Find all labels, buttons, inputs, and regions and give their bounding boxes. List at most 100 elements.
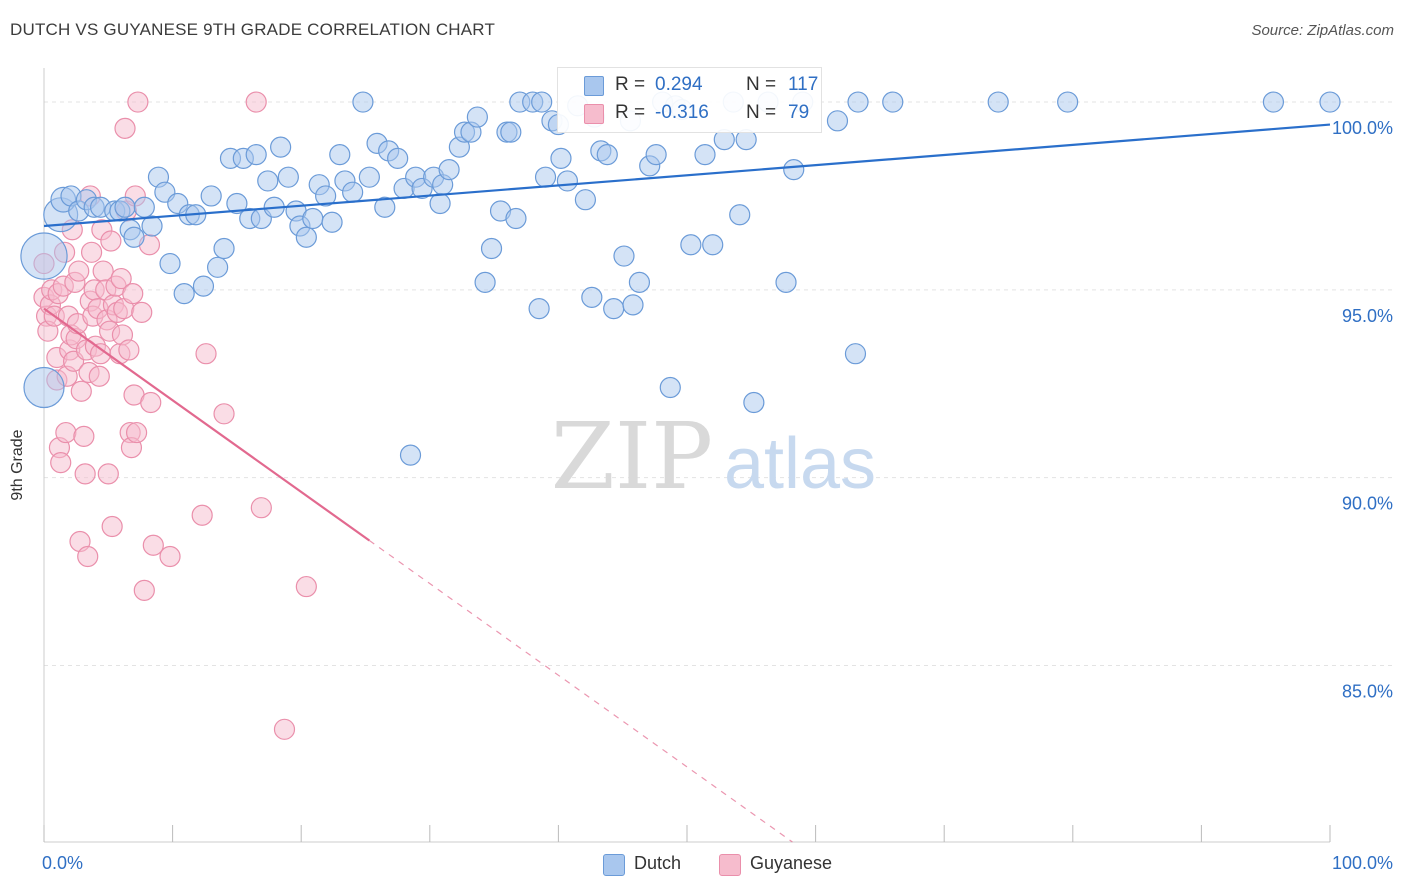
dutch-legend-label: Dutch — [634, 853, 682, 873]
dutch-point — [528, 298, 550, 320]
dutch-point — [775, 271, 797, 293]
dutch-point — [429, 192, 451, 215]
guyanese-point — [191, 504, 213, 526]
dutch-point — [474, 271, 496, 293]
dutch-point — [374, 196, 396, 218]
dutch-point — [20, 232, 68, 280]
dutch-point — [556, 170, 579, 192]
guyanese-n-value: 79 — [788, 102, 810, 123]
dutch-n-value: 117 — [788, 74, 819, 95]
guyanese-point — [125, 421, 148, 444]
guyanese-point — [100, 230, 122, 252]
dutch-point — [277, 166, 299, 188]
guyanese-legend-swatch — [719, 854, 741, 876]
guyanese-point — [127, 91, 149, 113]
source-label: Source: ZipAtlas.com — [1251, 22, 1394, 39]
guyanese-point — [245, 91, 267, 113]
guyanese-point — [80, 241, 103, 263]
guyanese-point — [77, 545, 99, 568]
dutch-point — [613, 245, 635, 267]
dutch-point — [302, 207, 324, 230]
watermark-atlas: atlas — [724, 424, 876, 504]
guyanese-point — [74, 463, 96, 485]
watermark: ZIP atlas — [551, 403, 876, 510]
guyanese-point — [295, 575, 317, 598]
y-tick-label: 95.0% — [1342, 306, 1393, 326]
y-tick-label: 90.0% — [1342, 494, 1393, 514]
guyanese-point — [140, 391, 162, 414]
dutch-point — [826, 110, 849, 132]
guyanese-point — [213, 403, 235, 425]
dutch-point — [783, 159, 805, 181]
dutch-legend-swatch — [603, 854, 625, 876]
dutch-point — [321, 211, 343, 233]
dutch-point — [531, 91, 553, 113]
dutch-point — [1057, 91, 1079, 113]
guyanese-point — [250, 497, 272, 519]
dutch-point — [114, 196, 136, 218]
guyanese-point — [97, 463, 119, 485]
dutch-point — [622, 294, 644, 316]
tick-labels: 85.0% 90.0% 95.0% 100.0% 0.0% 100.0% — [42, 118, 1393, 873]
guyanese-point — [159, 545, 181, 568]
dutch-point — [882, 91, 904, 113]
dutch-point — [257, 170, 279, 192]
dutch-n-label: N = — [746, 74, 777, 95]
trend-lines — [43, 123, 1331, 843]
dutch-point — [1319, 91, 1341, 113]
dutch-point — [847, 91, 869, 113]
guyanese-point — [142, 534, 164, 556]
x-tick-label-max: 100.0% — [1332, 853, 1393, 873]
dutch-point — [192, 275, 215, 297]
dutch-point — [159, 252, 181, 275]
dutch-swatch — [584, 76, 604, 96]
dutch-point — [680, 234, 702, 256]
dutch-point — [574, 189, 597, 211]
guyanese-point — [122, 283, 144, 305]
dutch-point — [342, 181, 364, 203]
dutch-point — [729, 204, 751, 226]
dutch-point — [352, 91, 374, 113]
dutch-point — [123, 226, 145, 248]
guyanese-points — [33, 91, 317, 740]
dutch-point — [480, 237, 503, 260]
guyanese-trend-line — [43, 307, 370, 542]
x-tick-label-min: 0.0% — [42, 853, 83, 873]
dutch-point — [245, 144, 267, 166]
correlation-legend: R = 0.294 N = 117 R = -0.316 N = 79 — [557, 67, 822, 133]
dutch-point — [844, 343, 867, 365]
dutch-point — [987, 91, 1009, 113]
guyanese-point — [118, 339, 140, 361]
dutch-point — [596, 144, 618, 166]
guyanese-point — [70, 380, 92, 402]
dutch-r-value: 0.294 — [655, 74, 703, 95]
dutch-trend-line — [43, 123, 1331, 228]
guyanese-point — [68, 260, 90, 282]
dutch-point — [270, 136, 292, 158]
guyanese-point — [195, 343, 217, 365]
guyanese-point — [50, 452, 72, 474]
guyanese-point — [114, 117, 136, 139]
dutch-point — [743, 391, 765, 414]
dutch-point — [23, 366, 65, 409]
guyanese-trend-extension — [369, 540, 793, 843]
y-tick-label: 100.0% — [1332, 118, 1393, 138]
watermark-zip: ZIP — [551, 403, 713, 510]
guyanese-swatch — [584, 104, 604, 124]
guyanese-r-value: -0.316 — [655, 102, 709, 123]
guyanese-point — [133, 579, 155, 601]
dutch-point — [694, 144, 716, 166]
dutch-point — [466, 106, 488, 128]
dutch-point — [628, 271, 651, 293]
dutch-point — [358, 166, 380, 188]
guyanese-point — [273, 718, 296, 740]
dutch-point — [659, 376, 681, 399]
dutch-point — [500, 121, 522, 143]
dutch-point — [645, 144, 667, 166]
guyanese-point — [73, 425, 95, 447]
dutch-point — [1262, 91, 1285, 113]
dutch-point — [213, 237, 235, 260]
dutch-point — [295, 226, 317, 248]
dutch-point — [438, 159, 460, 181]
